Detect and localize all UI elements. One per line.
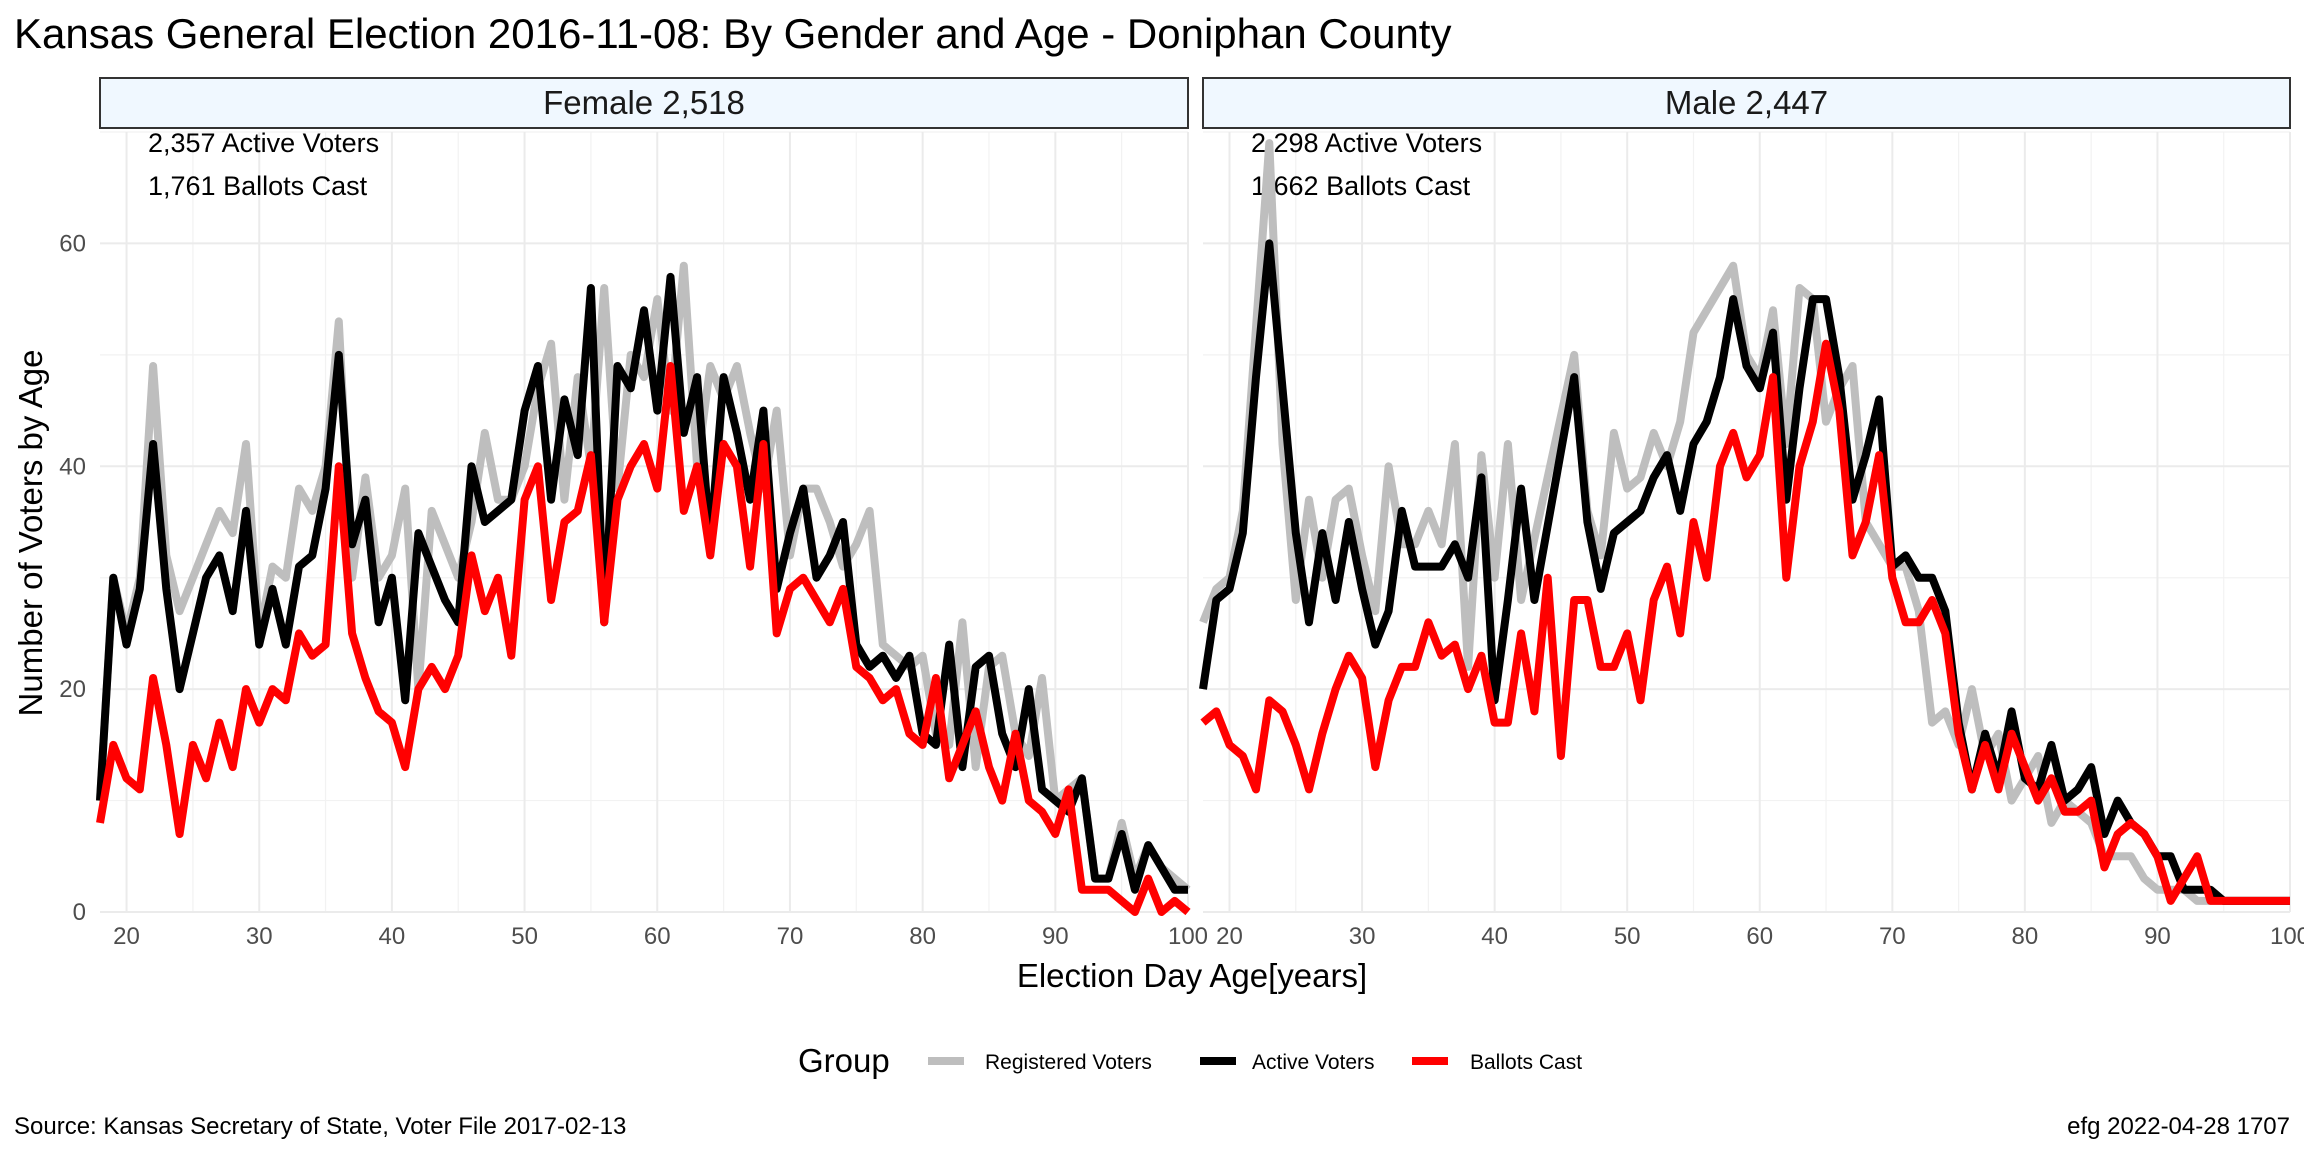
y-tick-label: 0: [73, 899, 86, 926]
x-tick-label: 90: [2144, 923, 2171, 950]
legend-label-ballots: Ballots Cast: [1470, 1051, 1582, 1074]
x-tick-label: 40: [1481, 923, 1508, 950]
facet-strip: [1202, 77, 2291, 129]
y-tick-label: 20: [59, 676, 86, 703]
x-tick-label: 30: [1349, 923, 1376, 950]
y-tick-label: 40: [59, 453, 86, 480]
panel-annotation: 1,662 Ballots Cast: [1251, 171, 1471, 201]
facet-strip-label: Male 2,447: [1665, 84, 1828, 121]
source-caption: Source: Kansas Secretary of State, Voter…: [14, 1113, 626, 1140]
panel-annotation: 2,298 Active Voters: [1251, 128, 1482, 158]
panel-annotation: 1,761 Ballots Cast: [148, 171, 368, 201]
facet-strip: [99, 77, 1189, 129]
legend-label-registered: Registered Voters: [985, 1051, 1152, 1074]
series-line-active-voters: [1199, 239, 2290, 905]
x-tick-label: 100: [1168, 923, 1208, 950]
legend-label-active: Active Voters: [1252, 1051, 1375, 1074]
credit-caption: efg 2022-04-28 1707: [2067, 1113, 2290, 1140]
x-tick-label: 90: [1042, 923, 1069, 950]
x-tick-label: 80: [909, 923, 936, 950]
y-axis-title: Number of Voters by Age: [12, 350, 49, 717]
legend-title: Group: [798, 1042, 890, 1079]
x-tick-label: 40: [379, 923, 406, 950]
chart-title: Kansas General Election 2016-11-08: By G…: [14, 10, 1451, 57]
x-tick-label: 60: [644, 923, 671, 950]
series-line-ballots-cast: [96, 362, 1191, 916]
series-line-registered-voters: [96, 261, 1191, 893]
series-line-ballots-cast: [1200, 339, 2290, 905]
x-tick-label: 20: [1216, 923, 1243, 950]
panel-female: Female 2,518 2,357 Active Voters 1,761 Bal…: [59, 77, 1208, 950]
x-tick-label: 80: [2012, 923, 2039, 950]
x-tick-label: 50: [1614, 923, 1641, 950]
x-tick-label: 60: [1746, 923, 1773, 950]
panel-male: Male 2,447 2,298 Active Voters 1,662 Ballo…: [1199, 77, 2304, 950]
legend: Group Registered Voters Active Voters Ba…: [798, 1042, 1582, 1079]
x-tick-label: 30: [246, 923, 273, 950]
x-axis-title: Election Day Age[years]: [1017, 957, 1367, 994]
series-line-registered-voters: [1199, 139, 2290, 905]
facet-strip-label: Female 2,518: [543, 84, 745, 121]
x-tick-label: 70: [777, 923, 804, 950]
panel-annotation: 2,357 Active Voters: [148, 128, 379, 158]
x-tick-label: 70: [1879, 923, 1906, 950]
series-line-active-voters: [96, 272, 1188, 894]
x-tick-label: 100: [2270, 923, 2304, 950]
x-tick-label: 20: [113, 923, 140, 950]
x-tick-label: 50: [511, 923, 538, 950]
y-tick-label: 60: [59, 230, 86, 257]
